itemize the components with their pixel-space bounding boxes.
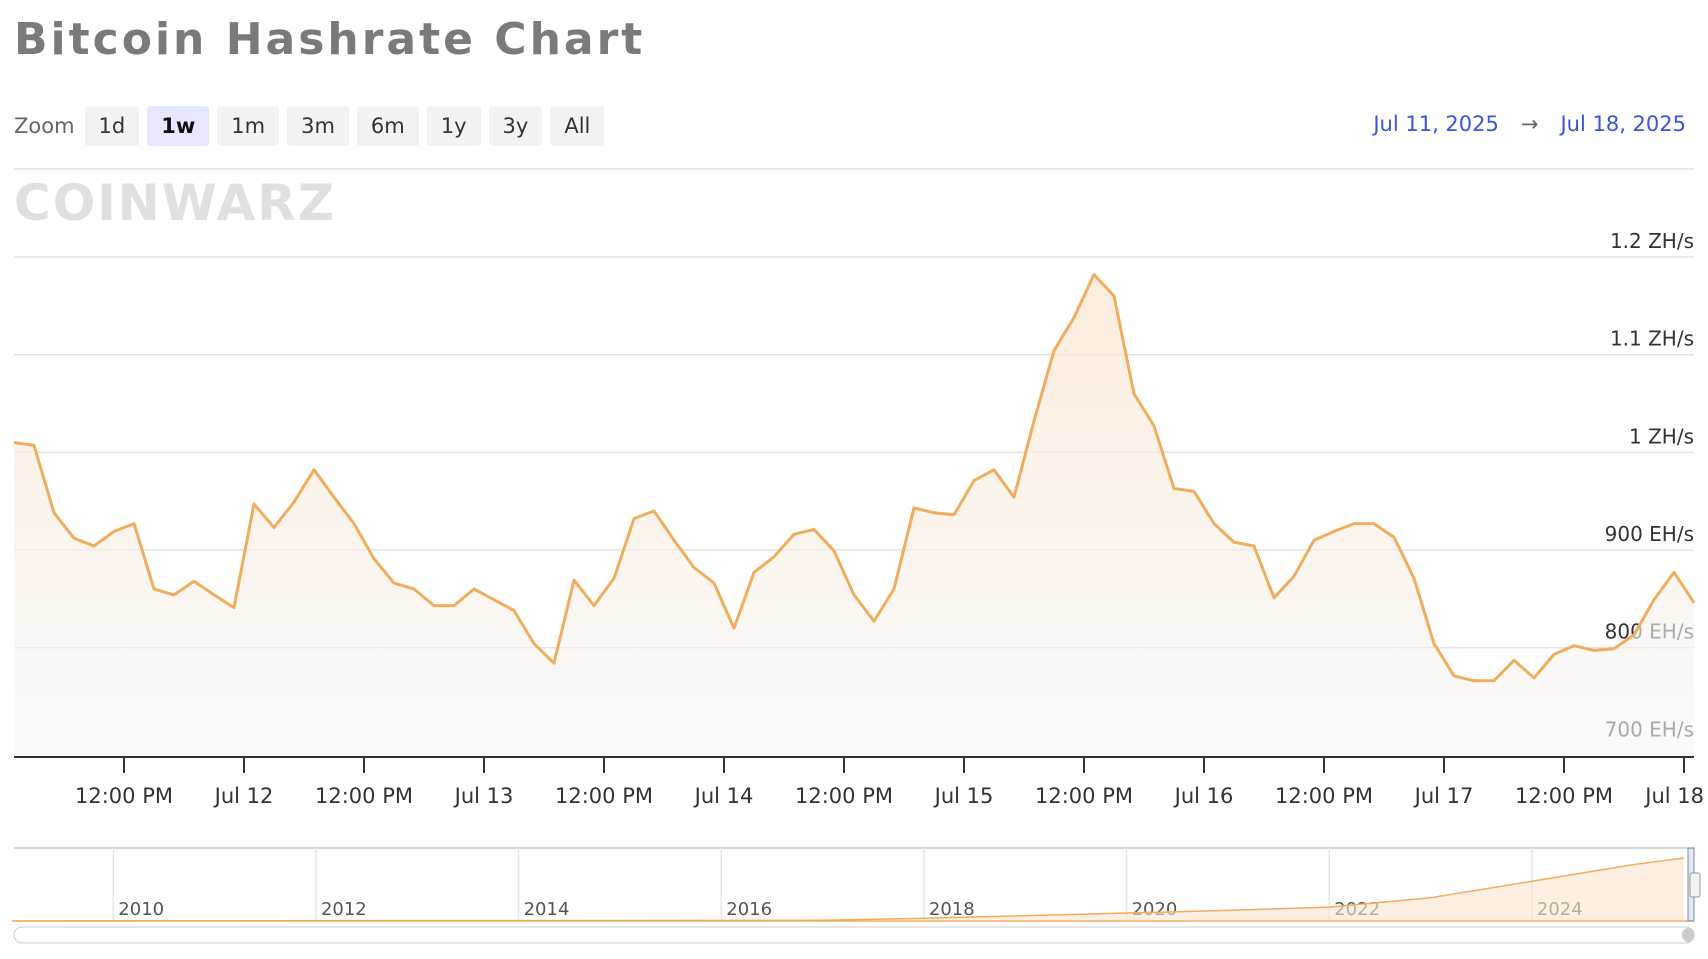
x-tick-label: Jul 13: [453, 784, 514, 808]
chart-title: Bitcoin Hashrate Chart: [14, 14, 646, 65]
date-range: Jul 11, 2025 → Jul 18, 2025: [1373, 112, 1686, 136]
navigator-tick-label: 2012: [321, 899, 367, 920]
y-tick-label: 900 EH/s: [1605, 522, 1694, 546]
zoom-button[interactable]: 1d: [84, 106, 140, 146]
line: [13, 273, 1696, 683]
zoom-button[interactable]: 1w: [147, 106, 210, 146]
navigator-tick-label: 2010: [118, 899, 164, 920]
x-tick-label: Jul 12: [213, 784, 274, 808]
x-tick-label: 12:00 PM: [1035, 784, 1133, 808]
y-tick-label: 1.2 ZH/s: [1610, 229, 1694, 253]
y-tick-label: 1 ZH/s: [1629, 424, 1694, 448]
range-start[interactable]: Jul 11, 2025: [1373, 112, 1499, 136]
x-tick-label: Jul 18: [1643, 784, 1704, 808]
zoom-button[interactable]: 3m: [287, 106, 349, 146]
x-tick-label: 12:00 PM: [75, 784, 173, 808]
navigator-area: [11, 858, 1684, 921]
zoom-button[interactable]: All: [550, 106, 605, 146]
x-tick-label: Jul 16: [1173, 784, 1234, 808]
zoom-bar: Zoom 1d 1w 1m 3m 6m 1y 3y All: [14, 106, 605, 146]
x-tick-label: Jul 14: [693, 784, 754, 808]
zoom-button[interactable]: 1m: [217, 106, 280, 146]
x-tick-label: 12:00 PM: [1275, 784, 1373, 808]
watermark: COINWARZ: [14, 174, 336, 232]
x-tick-label: 12:00 PM: [555, 784, 653, 808]
x-tick-label: Jul 15: [933, 784, 994, 808]
zoom-button[interactable]: 1y: [426, 106, 481, 146]
range-end[interactable]: Jul 18, 2025: [1560, 112, 1686, 136]
x-tick-label: 12:00 PM: [795, 784, 893, 808]
zoom-button[interactable]: 3y: [488, 106, 543, 146]
x-tick-label: 12:00 PM: [1515, 784, 1613, 808]
scrollbar-thumb[interactable]: [1682, 928, 1694, 942]
x-tick-label: Jul 17: [1413, 784, 1474, 808]
scrollbar[interactable]: [13, 926, 1695, 944]
x-tick-label: 12:00 PM: [315, 784, 413, 808]
zoom-button[interactable]: 6m: [356, 106, 419, 146]
navigator-tick-label: 2016: [726, 899, 772, 920]
zoom-label: Zoom: [14, 114, 75, 138]
navigator-handle[interactable]: [1689, 872, 1701, 898]
navigator-tick-label: 2018: [929, 899, 975, 920]
range-separator: →: [1520, 112, 1539, 136]
area: [14, 274, 1694, 757]
navigator-tick-label: 2014: [524, 899, 570, 920]
navigator-line: [11, 857, 1684, 922]
y-tick-label: 1.1 ZH/s: [1610, 327, 1694, 351]
